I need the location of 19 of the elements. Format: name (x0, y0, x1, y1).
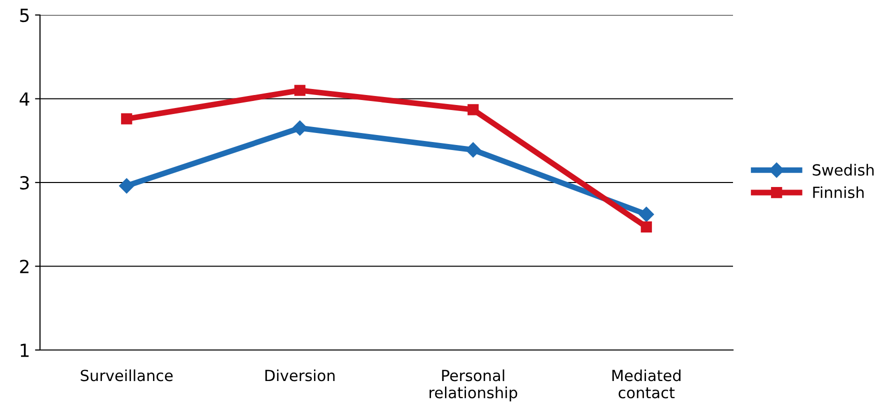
y-tick-label: 3 (20, 176, 29, 190)
x-tick-label: Mediated contact (612, 369, 680, 398)
point (292, 120, 308, 136)
y-tick-label: 5 (20, 8, 29, 22)
point (121, 113, 132, 124)
x-tick-label: Surveillance (80, 369, 173, 382)
point (638, 206, 654, 222)
legend-label: Swedish (812, 164, 874, 176)
point (468, 104, 479, 116)
legend-label: Finnish (813, 186, 864, 198)
point (294, 84, 306, 96)
y-tick-label: 2 (20, 260, 28, 274)
y-tick-label: 1 (20, 344, 29, 357)
x-tick-label: Personal relationship (430, 369, 518, 402)
x-tick-label: Diversion (265, 369, 335, 382)
y-tick-label: 4 (20, 92, 30, 106)
point (119, 178, 134, 194)
point (640, 221, 652, 232)
point (466, 142, 481, 158)
